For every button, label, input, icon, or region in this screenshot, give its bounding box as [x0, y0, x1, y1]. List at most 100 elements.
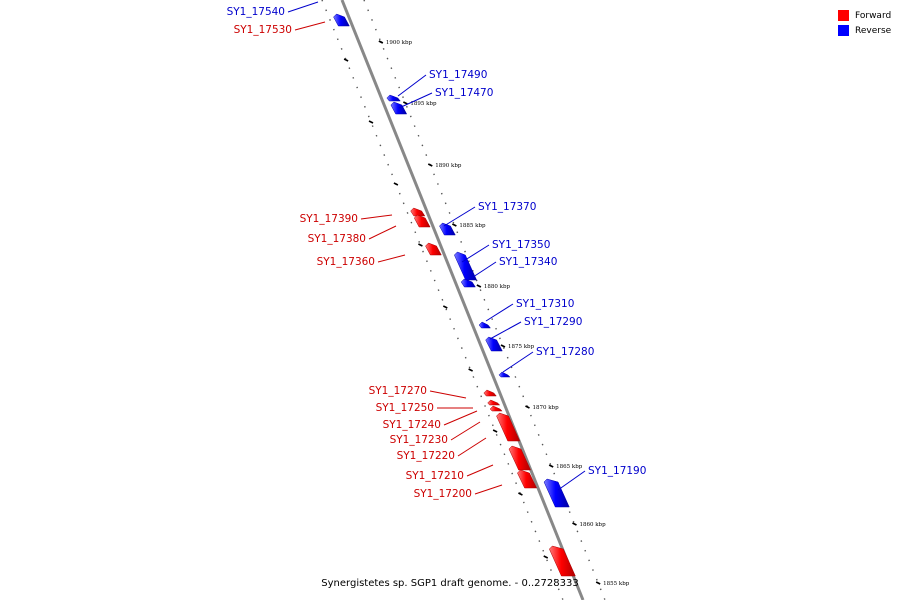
- scale-tick-label: 1860 kbp: [579, 522, 606, 528]
- gene-block-sy1-17470[interactable]: [390, 101, 408, 115]
- tick-dash: [368, 120, 374, 124]
- tick-dash: [492, 429, 498, 433]
- gene-label-leader: [443, 410, 478, 426]
- gene-label-sy1-17270[interactable]: SY1_17270: [369, 385, 427, 397]
- scale-tick-mark: [378, 40, 384, 44]
- gene-label-sy1-17490[interactable]: SY1_17490: [429, 69, 487, 81]
- gene-block-sy1-17490[interactable]: [386, 94, 401, 102]
- scale-tick-mark: [476, 284, 482, 288]
- legend-item-reverse: Reverse: [838, 23, 891, 38]
- gene-label-sy1-17540[interactable]: SY1_17540: [227, 6, 285, 18]
- legend-item-forward: Forward: [838, 8, 891, 23]
- gene-label-leader: [450, 421, 481, 441]
- gene-label-leader: [457, 437, 487, 457]
- gene-label-sy1-17190[interactable]: SY1_17190: [588, 465, 646, 477]
- tick-dash: [543, 555, 549, 559]
- legend-forward-label: Forward: [855, 10, 892, 21]
- tick-dash: [418, 243, 423, 247]
- gene-label-leader: [466, 464, 494, 477]
- gene-label-sy1-17310[interactable]: SY1_17310: [516, 298, 574, 310]
- gene-label-leader: [443, 206, 476, 227]
- gene-label-sy1-17380[interactable]: SY1_17380: [308, 233, 366, 245]
- gene-label-sy1-17200[interactable]: SY1_17200: [414, 488, 472, 500]
- gene-labels: SY1_17540 SY1_17530 SY1_17490 SY1_17470 SY1_…: [227, 1, 646, 500]
- reverse-swatch: [838, 25, 849, 36]
- gene-label-leader: [466, 261, 497, 282]
- scale-tick-label: 1865 kbp: [556, 464, 583, 470]
- scale-tick-mark: [402, 101, 408, 105]
- gene-label-sy1-17530[interactable]: SY1_17530: [234, 24, 292, 36]
- legend-reverse-label: Reverse: [855, 25, 892, 36]
- gene-block-sy1-17340[interactable]: [460, 278, 476, 288]
- gene-label-sy1-17220[interactable]: SY1_17220: [397, 450, 455, 462]
- gene-block-sy1-17200[interactable]: [549, 545, 576, 577]
- gene-block-sy1-17290[interactable]: [485, 336, 503, 352]
- gene-label-sy1-17370[interactable]: SY1_17370: [478, 201, 536, 213]
- gene-label-leader: [429, 390, 467, 399]
- gene-label-sy1-17340[interactable]: SY1_17340: [499, 256, 557, 268]
- gene-label-leader: [398, 92, 433, 109]
- tick-dash: [343, 58, 349, 62]
- tick-dash: [468, 368, 473, 372]
- gene-label-sy1-17250[interactable]: SY1_17250: [376, 402, 434, 414]
- gene-block-sy1-17250[interactable]: [487, 399, 501, 406]
- gene-label-sy1-17350[interactable]: SY1_17350: [492, 239, 550, 251]
- gene-label-sy1-17230[interactable]: SY1_17230: [390, 434, 448, 446]
- gene-features: [333, 13, 576, 577]
- gene-label-leader: [502, 351, 534, 373]
- gene-label-sy1-17280[interactable]: SY1_17280: [536, 346, 594, 358]
- gene-label-leader: [397, 74, 427, 97]
- scale-tick-mark: [451, 223, 457, 227]
- gene-label-leader: [368, 225, 397, 240]
- gene-label-leader: [557, 470, 586, 491]
- scale-tick-mark: [548, 464, 554, 468]
- gene-label-leader: [287, 1, 319, 13]
- tick-dash: [442, 305, 448, 309]
- genome-backbone: [340, 0, 585, 600]
- gene-label-sy1-17470[interactable]: SY1_17470: [435, 87, 493, 99]
- gene-block-sy1-17350[interactable]: [454, 251, 477, 281]
- scale-tick-mark: [572, 522, 577, 526]
- gene-label-sy1-17210[interactable]: SY1_17210: [406, 470, 464, 482]
- dotted-guide-lines: [321, 0, 606, 600]
- gene-block-sy1-17240[interactable]: [489, 405, 503, 412]
- forward-swatch: [838, 10, 849, 21]
- scale-tick-label: 1880 kbp: [484, 284, 511, 290]
- gene-label-leader: [474, 484, 503, 495]
- scale-tick-label: 1900 kbp: [386, 40, 413, 46]
- gene-block-sy1-17370[interactable]: [439, 222, 456, 236]
- gene-block-sy1-17280[interactable]: [498, 371, 511, 378]
- scale-ticks: 1900 kbp 1895 kbp 1890 kbp 1885 kbp 1880 kbp…: [378, 40, 630, 587]
- gene-label-leader: [461, 244, 490, 263]
- gene-block-sy1-17220[interactable]: [508, 445, 531, 471]
- scale-tick-mark: [500, 344, 506, 348]
- scale-tick-label: 1890 kbp: [435, 163, 462, 169]
- gene-block-sy1-17270[interactable]: [483, 389, 497, 397]
- strand-legend: Forward Reverse: [838, 8, 891, 38]
- gene-label-sy1-17390[interactable]: SY1_17390: [300, 213, 358, 225]
- gene-label-sy1-17290[interactable]: SY1_17290: [524, 316, 582, 328]
- scale-tick-mark: [525, 405, 530, 409]
- gene-block-sy1-17540[interactable]: [333, 13, 350, 27]
- gene-label-leader: [294, 21, 326, 31]
- gene-block-sy1-17190[interactable]: [543, 478, 570, 508]
- gene-label-leader: [377, 254, 406, 263]
- scale-tick-label: 1855 kbp: [603, 581, 630, 587]
- gene-label-sy1-17240[interactable]: SY1_17240: [383, 419, 441, 431]
- gene-label-sy1-17360[interactable]: SY1_17360: [317, 256, 375, 268]
- scale-tick-label: 1885 kbp: [459, 223, 486, 229]
- gene-block-sy1-17310[interactable]: [478, 321, 491, 329]
- gene-block-sy1-17210[interactable]: [517, 469, 538, 489]
- reverse-guide-line: [363, 0, 606, 600]
- gene-block-sy1-17380[interactable]: [413, 214, 431, 228]
- forward-guide-line: [321, 0, 564, 600]
- genome-caption: Synergistetes sp. SGP1 draft genome. - 0…: [321, 578, 579, 589]
- gene-label-leader: [360, 214, 393, 220]
- gene-block-sy1-17390[interactable]: [410, 207, 426, 217]
- gene-label-leader: [485, 303, 514, 322]
- scale-tick-mark: [595, 581, 601, 585]
- gene-block-sy1-17230[interactable]: [496, 412, 521, 442]
- scale-tick-mark: [427, 163, 433, 167]
- gene-block-sy1-17360[interactable]: [425, 242, 442, 256]
